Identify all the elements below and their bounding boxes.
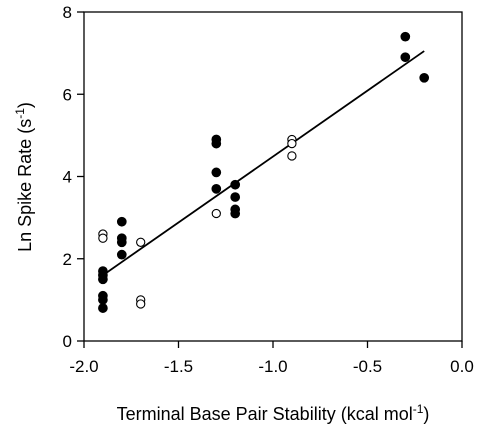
open-data-point — [136, 299, 146, 309]
y-axis-ticks: 0 2 4 6 8 — [63, 3, 84, 351]
open-data-point — [211, 208, 221, 219]
filled-data-point — [98, 295, 108, 305]
open-data-point — [98, 233, 108, 243]
open-data-point — [287, 138, 297, 149]
filled-data-point — [419, 72, 430, 83]
regression-line-group — [102, 50, 425, 276]
x-tick-label: -1.0 — [258, 357, 287, 376]
open-data-point — [287, 151, 297, 161]
filled-data-point — [230, 208, 241, 219]
filled-data-point — [400, 52, 411, 63]
filled-data-point — [116, 216, 127, 227]
x-axis-title: Terminal Base Pair Stability (kcal mol-1… — [117, 402, 430, 424]
y-tick-label: 6 — [63, 85, 72, 104]
data-points — [98, 31, 430, 313]
x-axis-title-main: Terminal Base Pair Stability (kcal mol — [117, 404, 413, 424]
filled-data-point — [98, 274, 108, 285]
filled-data-point — [400, 31, 411, 42]
x-axis-ticks: -2.0 -1.5 -1.0 -0.5 0.0 — [69, 341, 474, 376]
y-tick-label: 0 — [63, 332, 72, 351]
y-axis-title-main: Ln Spike Rate (s — [15, 119, 35, 252]
y-tick-label: 4 — [63, 168, 72, 187]
x-tick-label: 0.0 — [450, 357, 474, 376]
filled-data-point — [230, 192, 241, 202]
x-tick-label: -1.5 — [164, 357, 193, 376]
y-axis-title-suffix: ) — [15, 102, 35, 108]
filled-data-point — [116, 249, 127, 260]
open-data-point — [136, 237, 146, 247]
filled-data-point — [98, 303, 108, 313]
y-axis-title-superscript: -1 — [13, 108, 27, 119]
filled-data-point — [211, 183, 222, 194]
x-tick-label: -0.5 — [353, 357, 382, 376]
y-axis-title: Ln Spike Rate (s-1) — [13, 102, 35, 252]
y-tick-label: 8 — [63, 3, 72, 22]
filled-data-point — [230, 179, 241, 190]
x-axis-title-superscript: -1 — [413, 402, 424, 416]
filled-data-point — [211, 167, 222, 178]
filled-data-point — [116, 237, 127, 248]
filled-data-point — [211, 138, 222, 149]
regression-line — [102, 50, 425, 276]
y-tick-label: 2 — [63, 250, 72, 269]
x-axis-title-suffix: ) — [423, 404, 429, 424]
x-tick-label: -2.0 — [69, 357, 98, 376]
